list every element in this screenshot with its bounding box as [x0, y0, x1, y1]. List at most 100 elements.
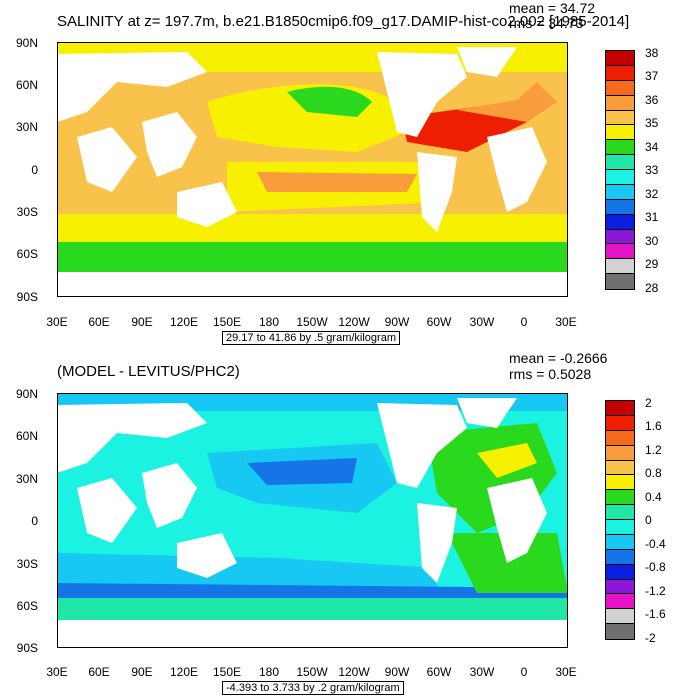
panel1-colorbar-label: 32	[645, 187, 659, 201]
colorbar-box	[606, 445, 634, 461]
panel2-lon-label: 180	[258, 665, 280, 679]
panel2-map-svg	[57, 393, 568, 648]
colorbar-box	[606, 214, 634, 230]
panel1-colorbar-label: 33	[645, 163, 659, 177]
southern-anomaly-band	[57, 553, 437, 588]
panel1-lat-label: 90N	[15, 36, 38, 50]
panel1-colorbar	[605, 50, 635, 290]
land-asia	[142, 463, 197, 528]
land-arabia	[77, 478, 137, 543]
panel2-lat-label: 30S	[16, 557, 38, 571]
panel1-colorbar-label: 31	[645, 210, 659, 224]
land-arabia	[77, 127, 137, 192]
colorbar-box	[606, 475, 634, 491]
panel1-lat-label: 30N	[15, 120, 38, 134]
colorbar-box	[606, 520, 634, 535]
colorbar-box	[606, 51, 634, 66]
panel1-lon-label: 60E	[88, 315, 110, 329]
colorbar-box	[606, 549, 634, 565]
panel2-lon-label: 0	[520, 665, 528, 679]
north-pacific-green	[287, 86, 372, 117]
panel1-lon-label: 60W	[426, 315, 452, 329]
north-atlantic-positive	[477, 443, 537, 478]
south-pacific-maximum	[257, 172, 417, 192]
panel2-colorbar-label: 0.8	[645, 466, 662, 480]
land-greenland	[457, 398, 517, 428]
panel1-lat-label: 60S	[16, 247, 38, 261]
south-atlantic-anomaly	[447, 533, 568, 593]
panel1-colorbar-label: 35	[645, 116, 659, 130]
panel1-lon-label: 30E	[46, 315, 68, 329]
colorbar-box	[606, 579, 634, 595]
panel1-colorbar-label: 38	[645, 46, 659, 60]
panel2-lon-label: 60E	[88, 665, 110, 679]
land-eurasia	[57, 403, 207, 473]
panel2-lon-label: 60W	[426, 665, 452, 679]
panel1-colorbar-label: 28	[645, 281, 659, 295]
panel2-lon-label: 30E	[555, 665, 577, 679]
panel1-title: SALINITY at z= 197.7m, b.e21.B1850cmip6.…	[57, 13, 630, 30]
panel2-lon-label: 90W	[384, 665, 410, 679]
colorbar-box	[606, 460, 634, 476]
land-asia	[142, 112, 197, 177]
colorbar-box	[606, 415, 634, 431]
panel2-lat-label: 60S	[16, 599, 38, 613]
panel2-lon-label: 150W	[296, 665, 328, 679]
land-south-america	[417, 152, 457, 232]
panel1-lon-label: 90E	[131, 315, 153, 329]
panel2-lat-label: 0	[31, 514, 38, 528]
land-africa	[487, 127, 547, 212]
colorbar-box	[606, 65, 634, 81]
panel2-colorbar-label: -0.4	[645, 537, 666, 551]
panel1-colorbar-label: 30	[645, 234, 659, 248]
colorbar-box	[606, 229, 634, 245]
panel1-lon-label: 30W	[469, 315, 495, 329]
panel2-lon-label: 120E	[169, 665, 199, 679]
panel1-lon-label: 180	[258, 315, 280, 329]
panel1-lon-label: 150W	[296, 315, 328, 329]
panel1-colorbar-label: 36	[645, 93, 659, 107]
land-eurasia	[57, 52, 207, 122]
panel1-lon-label: 120E	[169, 315, 199, 329]
colorbar-box	[606, 430, 634, 446]
panel1-map	[57, 42, 568, 297]
panel2-range-label: -4.393 to 3.733 by .2 gram/kilogram	[222, 681, 404, 695]
panel1-colorbar-label: 37	[645, 69, 659, 83]
north-pacific-negative	[247, 458, 357, 485]
panel1-colorbar-label: 29	[645, 257, 659, 271]
panel1-lat-label: 90S	[16, 290, 38, 304]
panel1-map-svg	[57, 42, 568, 297]
panel2-lat-label: 90S	[16, 641, 38, 655]
panel1-mean: mean = 34.72	[509, 0, 596, 16]
panel2-lat-label: 90N	[15, 387, 38, 401]
colorbar-box	[606, 125, 634, 141]
panel1-range-label: 29.17 to 41.86 by .5 gram/kilogram	[222, 331, 400, 345]
panel1-lon-label: 30E	[555, 315, 577, 329]
panel2-lat-label: 60N	[15, 429, 38, 443]
colorbar-box	[606, 155, 634, 170]
land-north-america	[377, 52, 467, 137]
colorbar-box	[606, 110, 634, 126]
panel2-colorbar-label: -2	[645, 631, 656, 645]
land-greenland	[457, 47, 517, 77]
panel1-lon-label: 90W	[384, 315, 410, 329]
panel1-colorbar-label: 34	[645, 140, 659, 154]
panel2-mean: mean = -0.2666	[509, 350, 608, 366]
panel2-lon-label: 30W	[469, 665, 495, 679]
panel1-frame	[57, 42, 568, 297]
colorbar-box	[606, 505, 634, 520]
colorbar-box	[606, 594, 634, 610]
colorbar-box	[606, 534, 634, 550]
land-south-america	[417, 503, 457, 583]
panel2-colorbar-label: 1.6	[645, 419, 662, 433]
panel1-rms: rms = 34.73	[509, 15, 584, 31]
colorbar-box	[606, 624, 634, 639]
panel2-colorbar-label: -0.8	[645, 560, 666, 574]
north-atlantic-orange	[457, 82, 557, 122]
panel2-colorbar-label: 2	[645, 396, 652, 410]
panel1-lon-label: 120W	[338, 315, 370, 329]
panel1-lat-label: 60N	[15, 78, 38, 92]
panel2-frame	[57, 393, 568, 648]
panel2-lon-label: 120W	[338, 665, 370, 679]
land-australia	[177, 533, 237, 578]
